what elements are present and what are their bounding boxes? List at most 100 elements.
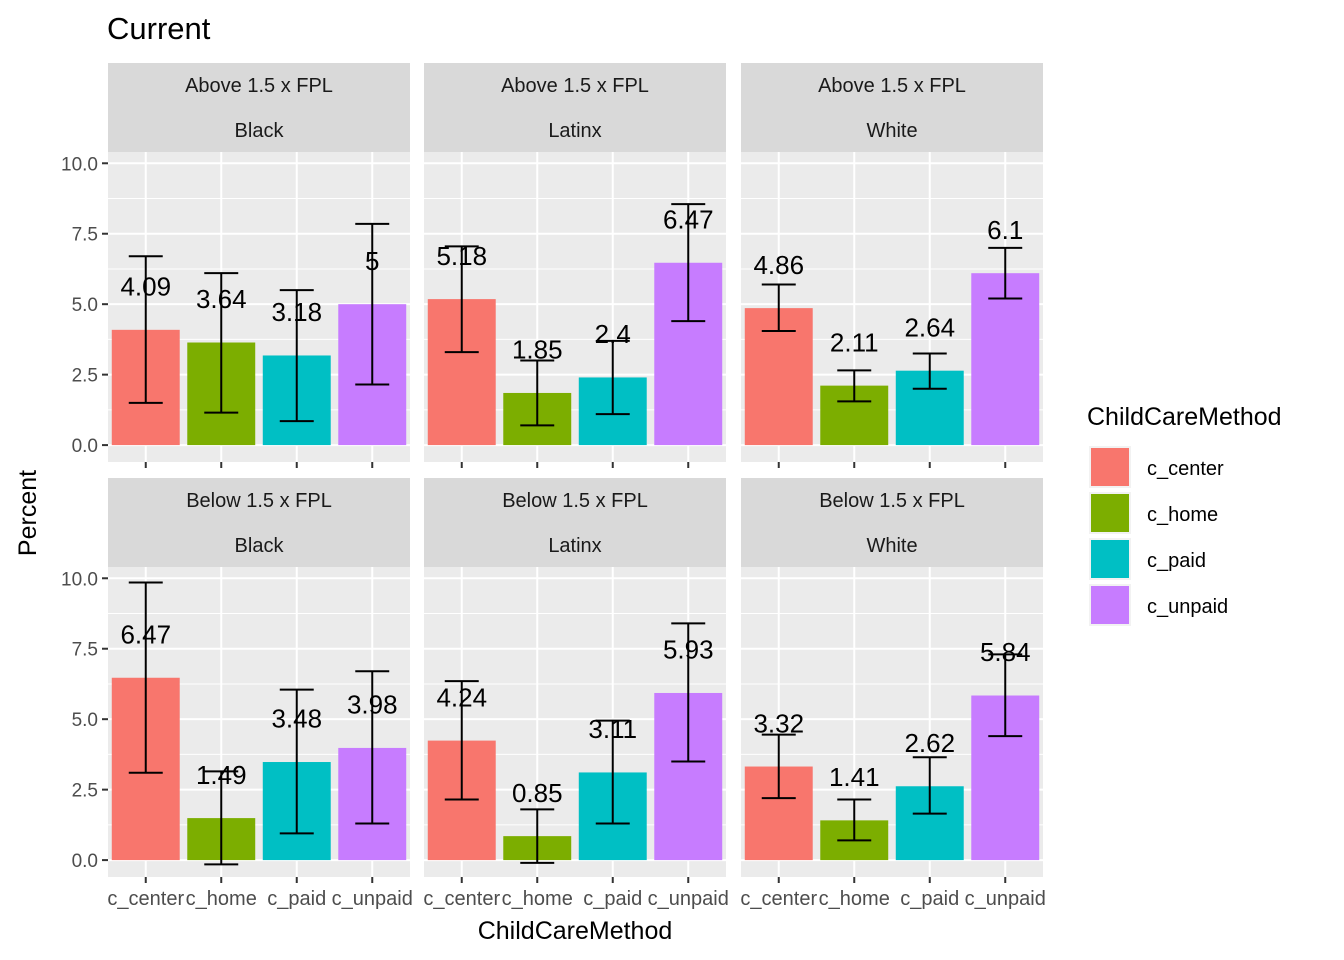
facet-strip [741,63,1043,152]
error-bar [912,756,947,815]
data-label: 5 [365,246,379,276]
data-label: 2.11 [830,327,879,357]
facet-strip [424,478,726,567]
data-label: 4.24 [436,682,487,712]
error-bar [355,222,390,386]
error-bar [279,688,314,835]
data-label: 6.47 [663,204,714,234]
facet-col-label: White [866,120,917,142]
facet-row-label: Above 1.5 x FPL [818,75,966,97]
error-bar [912,352,947,390]
facet-panel: Below 1.5 x FPL White 3.32 1.41 2.62 5.84 c_ce… [740,478,1046,910]
y-tick-label: 2.5 [72,781,98,802]
error-bar [355,670,390,825]
error-bar [279,289,314,423]
data-label: 1.41 [829,762,880,792]
data-label: 3.98 [347,690,398,720]
facet-row-label: Below 1.5 x FPL [186,490,332,512]
facet-panel: Above 1.5 x FPL Latinx 5.18 1.85 2.4 6.47 [424,63,726,468]
x-tick-label: c_paid [900,888,959,910]
data-label: 3.11 [588,714,637,744]
legend-swatch [1091,494,1129,532]
x-axis-label: ChildCareMethod [478,917,673,945]
chart-title: Current [107,11,211,46]
data-label: 3.18 [271,297,322,327]
y-tick-label: 10.0 [61,569,98,590]
y-tick-label: 10.0 [61,154,98,175]
data-label: 2.64 [904,312,955,342]
error-bar [595,719,630,825]
facet-strip [108,478,410,567]
error-bar [204,272,239,414]
legend-swatch [1091,448,1129,486]
facet-panel: Below 1.5 x FPL Latinx 4.24 0.85 3.11 5.93 c_c… [423,478,729,910]
error-bar [204,770,239,866]
facet-panel: Above 1.5 x FPL White 4.86 2.11 2.64 6.1 [741,63,1043,468]
legend-title: ChildCareMethod [1087,403,1282,431]
facet-col-label: Latinx [548,120,601,142]
x-tick-label: c_home [502,888,573,910]
y-axis-label: Percent [14,470,42,556]
error-bar [671,622,706,763]
legend-entry: c_paid [1147,550,1206,572]
facet-strip [741,478,1043,567]
error-bar [988,653,1023,738]
data-label: 3.32 [753,708,804,738]
bar-c_unpaid [971,273,1040,446]
data-label: 5.18 [436,241,487,271]
facet-strip [424,63,726,152]
facet-row-label: Above 1.5 x FPL [501,75,649,97]
x-tick-label: c_center [740,888,817,910]
data-label: 6.47 [120,619,171,649]
facet-panel: Above 1.5 x FPL Black 4.09 3.64 3.18 5 0.0 2.5 5… [61,63,410,468]
error-bar [128,255,163,404]
x-tick-label: c_home [819,888,890,910]
error-bar [761,283,796,332]
error-bar [761,733,796,800]
x-tick-label: c_unpaid [965,888,1046,910]
x-tick-label: c_unpaid [332,888,413,910]
x-tick-label: c_paid [267,888,326,910]
y-tick-label: 0.0 [72,851,98,872]
data-label: 1.49 [196,760,247,790]
error-bar [671,203,706,323]
error-bar [444,245,479,354]
y-tick-label: 7.5 [72,640,98,661]
error-bar [988,246,1023,300]
facet-row-label: Above 1.5 x FPL [185,75,333,97]
error-bar [444,680,479,801]
y-tick-label: 7.5 [72,225,98,246]
data-label: 5.84 [980,637,1031,667]
legend-entry: c_home [1147,504,1218,526]
data-label: 2.4 [595,319,631,349]
data-label: 6.1 [987,215,1023,245]
error-bar [595,339,630,416]
legend-swatch [1091,540,1129,578]
y-tick-label: 2.5 [72,366,98,387]
x-tick-label: c_paid [583,888,642,910]
data-label: 3.48 [271,704,322,734]
data-label: 3.64 [196,284,247,314]
data-label: 0.85 [512,778,563,808]
facet-row-label: Below 1.5 x FPL [502,490,648,512]
x-tick-label: c_home [186,888,257,910]
y-tick-label: 5.0 [72,295,98,316]
data-label: 2.62 [904,728,955,758]
facet-col-label: Latinx [548,535,601,557]
x-tick-label: c_unpaid [648,888,729,910]
facet-row-label: Below 1.5 x FPL [819,490,965,512]
facet-col-label: White [866,535,917,557]
legend: ChildCareMethod c_center c_home c_paid c_unp… [1087,403,1282,626]
legend-swatch [1091,586,1129,624]
data-label: 4.86 [753,250,804,280]
legend-entry: c_unpaid [1147,596,1228,618]
error-bar [837,369,872,403]
legend-entry: c_center [1147,458,1224,480]
facet-panel: Below 1.5 x FPL Black 6.47 1.49 3.48 3.98 0.0 2… [61,478,413,910]
error-bar [520,808,555,864]
data-label: 4.09 [120,272,171,302]
error-bar [128,581,163,774]
y-tick-label: 5.0 [72,710,98,731]
x-tick-label: c_center [423,888,500,910]
